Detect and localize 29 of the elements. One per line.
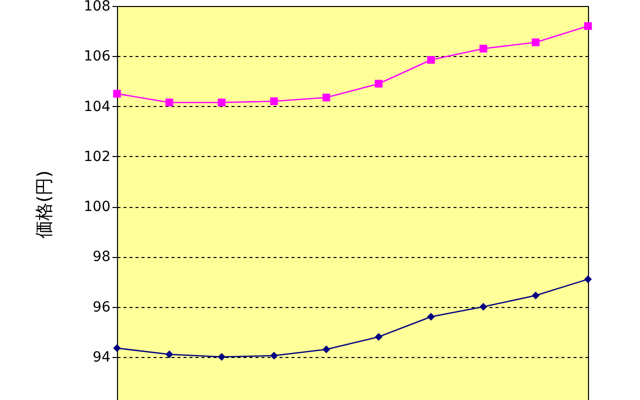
y-tick-label: 96 — [92, 299, 111, 316]
y-tick-label: 94 — [92, 349, 111, 366]
point — [322, 345, 330, 354]
point — [165, 350, 174, 358]
point — [427, 312, 435, 321]
y-tick-label: 104 — [84, 98, 111, 115]
point — [374, 80, 383, 88]
point — [218, 353, 226, 361]
y-tick-label: 106 — [84, 48, 111, 65]
point — [165, 98, 174, 106]
point — [584, 275, 592, 284]
point — [532, 38, 540, 46]
y-tick-label: 98 — [92, 249, 110, 266]
point — [113, 90, 121, 98]
point — [113, 344, 121, 352]
y-tick-label: 108 — [84, 0, 110, 14]
point — [270, 97, 278, 106]
point — [584, 22, 592, 30]
point — [427, 56, 435, 64]
y-axis-title: 価格(円) — [34, 170, 55, 239]
point — [218, 98, 226, 106]
point — [479, 302, 488, 311]
y-tick-label: 100 — [84, 199, 110, 216]
y-tick-label: 102 — [84, 148, 110, 165]
point — [374, 332, 383, 341]
point — [322, 94, 330, 102]
point — [532, 292, 540, 300]
point — [479, 44, 488, 52]
point — [270, 352, 278, 360]
